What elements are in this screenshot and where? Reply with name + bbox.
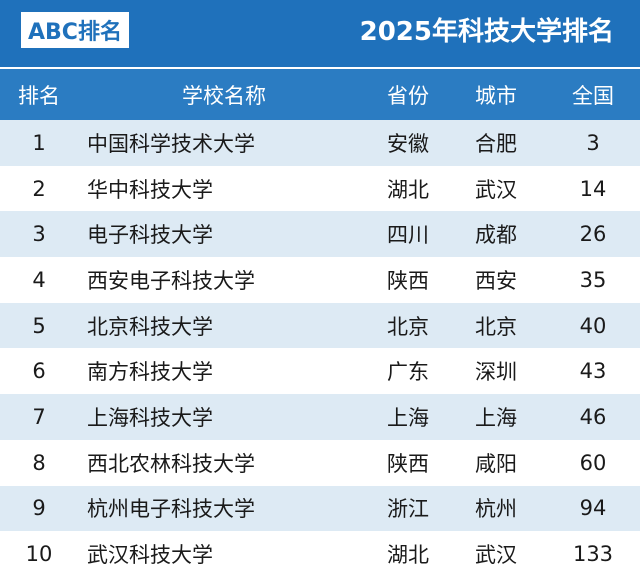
national-rank-cell: 14	[579, 176, 607, 201]
table-row: 7 上海科技大学 上海 上海 46	[0, 394, 640, 440]
province-cell: 四川	[387, 223, 429, 248]
national-rank-cell: 3	[586, 130, 600, 155]
school-name-cell: 华中科技大学	[87, 177, 213, 202]
city-cell: 深圳	[475, 360, 517, 385]
rank-cell: 6	[32, 359, 46, 384]
city-cell: 武汉	[475, 543, 517, 568]
table-row: 1 中国科学技术大学 安徽 合肥 3	[0, 120, 640, 166]
table-row: 6 南方科技大学 广东 深圳 43	[0, 348, 640, 395]
column-header-national: 全国	[572, 83, 614, 108]
column-header-province: 省份	[387, 83, 429, 108]
table-row: 2 华中科技大学 湖北 武汉 14	[0, 165, 640, 212]
school-name-cell: 西北农林科技大学	[87, 451, 255, 476]
school-name-cell: 电子科技大学	[87, 223, 213, 248]
school-name-cell: 西安电子科技大学	[87, 268, 255, 293]
title-banner: ABC排名 2025年科技大学排名	[0, 0, 640, 69]
city-cell: 北京	[475, 314, 517, 339]
province-cell: 安徽	[387, 131, 429, 156]
table-row: 8 西北农林科技大学 陕西 咸阳 60	[0, 439, 640, 486]
table-row: 4 西安电子科技大学 陕西 西安 35	[0, 257, 640, 303]
table-header: 排名 学校名称 省份 城市 全国	[0, 69, 640, 120]
school-name-cell: 上海科技大学	[87, 405, 213, 430]
rank-cell: 3	[32, 222, 46, 247]
rank-cell: 2	[32, 176, 46, 201]
province-cell: 陕西	[387, 268, 429, 293]
province-cell: 湖北	[387, 543, 429, 568]
national-rank-cell: 94	[579, 496, 607, 521]
school-name-cell: 中国科学技术大学	[87, 131, 255, 156]
rank-cell: 10	[25, 542, 53, 567]
national-rank-cell: 133	[572, 542, 614, 567]
table-row: 10 武汉科技大学 湖北 武汉 133	[0, 531, 640, 577]
province-cell: 浙江	[387, 497, 429, 522]
school-name-cell: 北京科技大学	[87, 314, 213, 339]
table-row: 5 北京科技大学 北京 北京 40	[0, 302, 640, 349]
page-title: 2025年科技大学排名	[359, 17, 614, 47]
table-row: 3 电子科技大学 四川 成都 26	[0, 211, 640, 258]
national-rank-cell: 60	[579, 450, 607, 475]
table-row: 9 杭州电子科技大学 浙江 杭州 94	[0, 485, 640, 532]
column-header-school: 学校名称	[182, 83, 266, 108]
rank-cell: 5	[32, 313, 46, 338]
rank-cell: 4	[32, 267, 46, 292]
rank-cell: 1	[32, 130, 46, 155]
national-rank-cell: 43	[579, 359, 607, 384]
province-cell: 湖北	[387, 177, 429, 202]
city-cell: 杭州	[475, 497, 517, 522]
city-cell: 咸阳	[475, 451, 517, 476]
table-body: 1 中国科学技术大学 安徽 合肥 3 2 华中科技大学 湖北 武汉 14 3 电子科技大学 四川 成都 26…	[0, 120, 640, 577]
brand-logo: ABC排名	[21, 12, 129, 48]
province-cell: 陕西	[387, 451, 429, 476]
national-rank-cell: 46	[579, 404, 607, 429]
city-cell: 成都	[475, 223, 517, 248]
rank-cell: 9	[32, 496, 46, 521]
province-cell: 上海	[387, 405, 429, 430]
national-rank-cell: 35	[579, 267, 607, 292]
city-cell: 武汉	[475, 177, 517, 202]
national-rank-cell: 40	[579, 313, 607, 338]
column-header-rank: 排名	[18, 83, 60, 108]
national-rank-cell: 26	[579, 222, 607, 247]
school-name-cell: 杭州电子科技大学	[87, 497, 255, 522]
city-cell: 西安	[475, 268, 517, 293]
rank-cell: 7	[32, 404, 46, 429]
city-cell: 上海	[475, 405, 517, 430]
school-name-cell: 南方科技大学	[87, 360, 213, 385]
province-cell: 广东	[387, 360, 429, 385]
city-cell: 合肥	[475, 131, 517, 156]
school-name-cell: 武汉科技大学	[87, 543, 213, 568]
column-header-city: 城市	[475, 83, 517, 108]
rank-cell: 8	[32, 450, 46, 475]
province-cell: 北京	[387, 314, 429, 339]
